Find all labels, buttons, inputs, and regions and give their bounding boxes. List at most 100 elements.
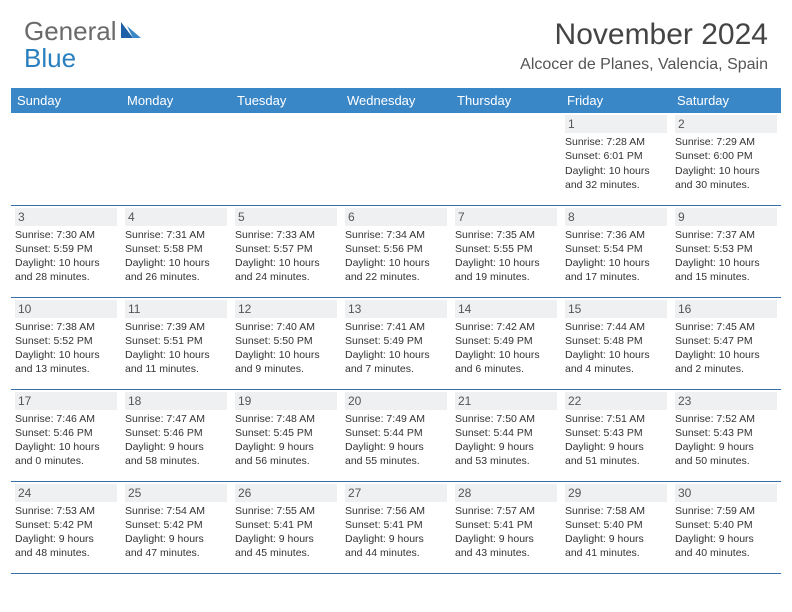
day-number: 23 (675, 392, 777, 410)
day-cell: 19Sunrise: 7:48 AMSunset: 5:45 PMDayligh… (231, 389, 341, 481)
day-cell: 1Sunrise: 7:28 AMSunset: 6:01 PMDaylight… (561, 113, 671, 205)
day-cell: 7Sunrise: 7:35 AMSunset: 5:55 PMDaylight… (451, 205, 561, 297)
sunset-text: Sunset: 5:41 PM (345, 518, 447, 532)
sunset-text: Sunset: 5:59 PM (15, 242, 117, 256)
day-cell: 30 Sunrise: 7:59 AMSunset: 5:40 PMDayligh… (671, 481, 781, 573)
logo-text-general: General (24, 16, 117, 46)
day-cell: 23Sunrise: 7:52 AMSunset: 5:43 PMDayligh… (671, 389, 781, 481)
day-header: Sunday (11, 88, 121, 113)
day1-text: Daylight: 9 hours (675, 532, 777, 546)
sunset-text: Sunset: 6:01 PM (565, 149, 667, 163)
day-cell: 9Sunrise: 7:37 AMSunset: 5:53 PMDaylight… (671, 205, 781, 297)
sunrise-text: Sunrise: 7:52 AM (675, 412, 777, 426)
sunrise-text: Sunrise: 7:40 AM (235, 320, 337, 334)
day-cell: 17Sunrise: 7:46 AMSunset: 5:46 PMDayligh… (11, 389, 121, 481)
sunset-text: Sunset: 5:41 PM (235, 518, 337, 532)
day2-text: and 45 minutes. (235, 546, 337, 560)
day-cell: 15Sunrise: 7:44 AMSunset: 5:48 PMDayligh… (561, 297, 671, 389)
sunset-text: Sunset: 5:58 PM (125, 242, 227, 256)
day-number: 26 (235, 484, 337, 502)
sunrise-text: Sunrise: 7:53 AM (15, 504, 117, 518)
sunset-text: Sunset: 5:57 PM (235, 242, 337, 256)
calendar-row: 24 Sunrise: 7:53 AMSunset: 5:42 PM Dayligh… (11, 481, 781, 573)
day2-text: and 58 minutes. (125, 454, 227, 468)
day2-text: and 28 minutes. (15, 270, 117, 284)
day-number: 1 (565, 115, 667, 133)
day-cell: 16Sunrise: 7:45 AMSunset: 5:47 PMDayligh… (671, 297, 781, 389)
sunrise-text: Sunrise: 7:33 AM (235, 228, 337, 242)
day2-text: and 0 minutes. (15, 454, 117, 468)
day2-text: and 13 minutes. (15, 362, 117, 376)
title-block: November 2024 Alcocer de Planes, Valenci… (520, 18, 768, 74)
sunset-text: Sunset: 5:43 PM (565, 426, 667, 440)
sunset-text: Sunset: 5:50 PM (235, 334, 337, 348)
day-number: 5 (235, 208, 337, 226)
sunset-text: Sunset: 5:40 PM (565, 518, 667, 532)
day2-text: and 6 minutes. (455, 362, 557, 376)
day1-text: Daylight: 10 hours (345, 256, 447, 270)
day-number: 8 (565, 208, 667, 226)
day1-text: Daylight: 10 hours (125, 348, 227, 362)
day2-text: and 22 minutes. (345, 270, 447, 284)
sunrise-text: Sunrise: 7:45 AM (675, 320, 777, 334)
calendar-table: Sunday Monday Tuesday Wednesday Thursday… (11, 88, 781, 574)
empty-cell (231, 113, 341, 205)
sunrise-text: Sunrise: 7:44 AM (565, 320, 667, 334)
calendar-row: 3Sunrise: 7:30 AMSunset: 5:59 PMDaylight… (11, 205, 781, 297)
day-number: 25 (125, 484, 227, 502)
sunset-text: Sunset: 5:43 PM (675, 426, 777, 440)
day-number: 22 (565, 392, 667, 410)
day1-text: Daylight: 9 hours (345, 532, 447, 546)
sunrise-text: Sunrise: 7:35 AM (455, 228, 557, 242)
sunrise-text: Sunrise: 7:48 AM (235, 412, 337, 426)
sunrise-text: Sunrise: 7:29 AM (675, 135, 777, 149)
sunrise-text: Sunrise: 7:47 AM (125, 412, 227, 426)
day-number: 21 (455, 392, 557, 410)
day-number: 9 (675, 208, 777, 226)
day2-text: and 9 minutes. (235, 362, 337, 376)
sunrise-text: Sunrise: 7:59 AM (675, 504, 777, 518)
day2-text: and 32 minutes. (565, 178, 667, 192)
day1-text: Daylight: 9 hours (125, 440, 227, 454)
day-cell: 24Sunrise: 7:53 AMSunset: 5:42 PMDayligh… (11, 481, 121, 573)
sunset-text: Sunset: 6:00 PM (675, 149, 777, 163)
day2-text: and 41 minutes. (565, 546, 667, 560)
day-number: 13 (345, 300, 447, 318)
day-header-row: Sunday Monday Tuesday Wednesday Thursday… (11, 88, 781, 113)
sunset-text: Sunset: 5:41 PM (455, 518, 557, 532)
day-number: 28 (455, 484, 557, 502)
sunset-text: Sunset: 5:42 PM (15, 518, 117, 532)
calendar-row: 1Sunrise: 7:28 AMSunset: 6:01 PMDaylight… (11, 113, 781, 205)
day-number: 4 (125, 208, 227, 226)
empty-cell (451, 113, 561, 205)
day-cell: 13Sunrise: 7:41 AMSunset: 5:49 PMDayligh… (341, 297, 451, 389)
day2-text: and 19 minutes. (455, 270, 557, 284)
calendar-body: 1Sunrise: 7:28 AMSunset: 6:01 PMDaylight… (11, 113, 781, 573)
day2-text: and 48 minutes. (15, 546, 117, 560)
day-cell: 21Sunrise: 7:50 AMSunset: 5:44 PMDayligh… (451, 389, 561, 481)
sunset-text: Sunset: 5:47 PM (675, 334, 777, 348)
day1-text: Daylight: 10 hours (345, 348, 447, 362)
day1-text: Daylight: 10 hours (15, 256, 117, 270)
day2-text: and 4 minutes. (565, 362, 667, 376)
day-number: 24 (15, 484, 117, 502)
day-cell: 25Sunrise: 7:54 AMSunset: 5:42 PMDayligh… (121, 481, 231, 573)
sunset-text: Sunset: 5:53 PM (675, 242, 777, 256)
day-number: 20 (345, 392, 447, 410)
day-cell: 26Sunrise: 7:55 AMSunset: 5:41 PMDayligh… (231, 481, 341, 573)
day-cell: 4Sunrise: 7:31 AMSunset: 5:58 PMDaylight… (121, 205, 231, 297)
day-number: 30 (675, 484, 777, 502)
day-cell: 6Sunrise: 7:34 AMSunset: 5:56 PMDaylight… (341, 205, 451, 297)
sunset-text: Sunset: 5:49 PM (345, 334, 447, 348)
sunset-text: Sunset: 5:52 PM (15, 334, 117, 348)
day1-text: Daylight: 9 hours (235, 440, 337, 454)
day-number: 29 (565, 484, 667, 502)
day1-text: Daylight: 10 hours (565, 164, 667, 178)
day-cell: 12Sunrise: 7:40 AMSunset: 5:50 PMDayligh… (231, 297, 341, 389)
day-cell: 22Sunrise: 7:51 AMSunset: 5:43 PMDayligh… (561, 389, 671, 481)
calendar-row: 17Sunrise: 7:46 AMSunset: 5:46 PMDayligh… (11, 389, 781, 481)
sunset-text: Sunset: 5:40 PM (675, 518, 777, 532)
day1-text: Daylight: 9 hours (345, 440, 447, 454)
day2-text: and 51 minutes. (565, 454, 667, 468)
day-number: 14 (455, 300, 557, 318)
